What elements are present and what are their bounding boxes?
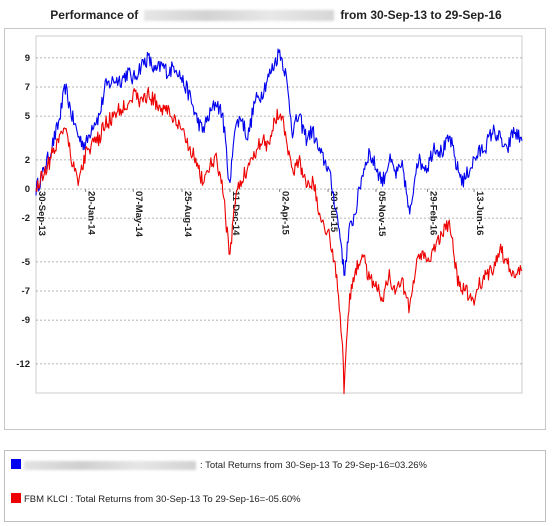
- redacted-fund-name: [144, 10, 335, 22]
- series-line-fbm-klci: [35, 87, 523, 395]
- chart-frame: [4, 28, 546, 430]
- title-prefix: Performance of: [50, 8, 139, 22]
- y-tick-label: 0: [25, 184, 30, 195]
- x-tick-label: 11-Dec-14: [230, 191, 241, 236]
- y-tick-label: 9: [25, 53, 30, 64]
- x-tick-label: 13-Jun-16: [474, 191, 485, 235]
- x-tick-label: 07-May-14: [133, 191, 144, 238]
- y-tick-label: 7: [25, 82, 30, 93]
- y-tick-label: -2: [22, 213, 30, 224]
- plot-area: [35, 35, 523, 394]
- legend-swatch-fund: [11, 459, 21, 469]
- legend-text-fund: : Total Returns from 30-Sep-13 To 29-Sep…: [200, 460, 427, 471]
- y-tick-label: -5: [22, 257, 31, 268]
- legend-text-klci: : Total Returns from 30-Sep-13 To 29-Sep…: [67, 494, 301, 505]
- legend-item-fund: : Total Returns from 30-Sep-13 To 29-Sep…: [11, 459, 427, 471]
- y-tick-label: 5: [25, 111, 31, 122]
- y-tick-label: -12: [16, 359, 30, 370]
- series-line-fund: [35, 48, 523, 276]
- title-suffix: from 30-Sep-13 to 29-Sep-16: [340, 8, 502, 22]
- legend-label-klci: FBM KLCI: [24, 494, 68, 505]
- x-tick-label: 05-Nov-15: [376, 191, 387, 237]
- legend-item-klci: FBM KLCI : Total Returns from 30-Sep-13 …: [11, 493, 301, 505]
- y-tick-label: 2: [25, 155, 30, 166]
- line-chart: 9 7 5 2 0 -2 -5 -7 -9 -12 30-Sep-13 20-Jan-14 07-May…: [16, 35, 523, 395]
- legend-swatch-klci: [11, 493, 21, 503]
- legend: : Total Returns from 30-Sep-13 To 29-Sep…: [4, 450, 546, 522]
- x-tick-label: 20-Jan-14: [86, 191, 97, 236]
- x-tick-label: 30-Sep-13: [36, 191, 47, 236]
- x-tick-label: 29-Feb-16: [427, 191, 438, 235]
- x-tick-label: 20-Jul-15: [328, 191, 339, 233]
- redacted-fund-label: [24, 460, 196, 470]
- x-tick-label: 02-Apr-15: [280, 191, 291, 236]
- y-tick-label: -7: [22, 286, 30, 297]
- y-tick-label: -9: [22, 315, 30, 326]
- chart-title: Performance of from 30-Sep-13 to 29-Sep-1…: [0, 8, 552, 22]
- x-tick-label: 25-Aug-14: [182, 191, 193, 238]
